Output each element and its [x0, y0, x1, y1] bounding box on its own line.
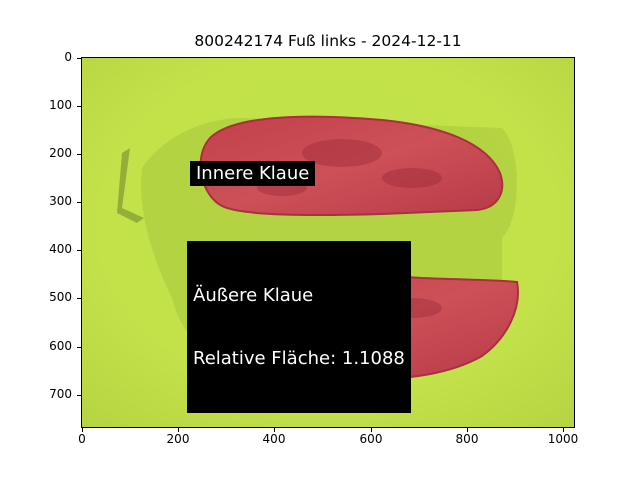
x-tick-mark	[371, 427, 372, 432]
x-tick-mark	[274, 427, 275, 432]
y-tick-mark	[77, 298, 82, 299]
x-tick-mark	[563, 427, 564, 432]
inner-claw-region	[199, 115, 504, 217]
x-tick-mark	[178, 427, 179, 432]
y-tick-mark	[77, 154, 82, 155]
y-tick-label: 700	[49, 387, 72, 401]
figure-title: 800242174 Fuß links - 2024-12-11	[194, 32, 462, 50]
y-tick-mark	[77, 106, 82, 107]
outer-claw-label: Äußere Klaue Relative Fläche: 1.1088	[187, 241, 411, 413]
relative-area-value: Relative Fläche: 1.1088	[193, 348, 405, 369]
outer-claw-name: Äußere Klaue	[193, 285, 314, 306]
x-tick-label: 600	[359, 432, 383, 446]
y-tick-mark	[77, 58, 82, 59]
y-tick-mark	[77, 202, 82, 203]
inner-claw-label: Innere Klaue	[190, 161, 316, 186]
y-tick-label: 200	[49, 146, 72, 160]
y-tick-mark	[77, 250, 82, 251]
x-tick-label: 800	[455, 432, 479, 446]
y-tick-label: 600	[49, 339, 72, 353]
x-tick-mark	[82, 427, 83, 432]
y-tick-mark	[77, 395, 82, 396]
x-tick-mark	[467, 427, 468, 432]
x-tick-label: 0	[78, 432, 86, 446]
y-tick-label: 0	[64, 50, 72, 64]
dewclaw-mark	[117, 148, 144, 223]
y-tick-mark	[77, 347, 82, 348]
y-tick-label: 300	[49, 194, 72, 208]
y-tick-label: 400	[49, 242, 72, 256]
y-tick-label: 100	[49, 98, 72, 112]
x-tick-label: 400	[262, 432, 286, 446]
x-tick-label: 1000	[547, 432, 579, 446]
y-tick-label: 500	[49, 290, 72, 304]
x-tick-label: 200	[166, 432, 190, 446]
